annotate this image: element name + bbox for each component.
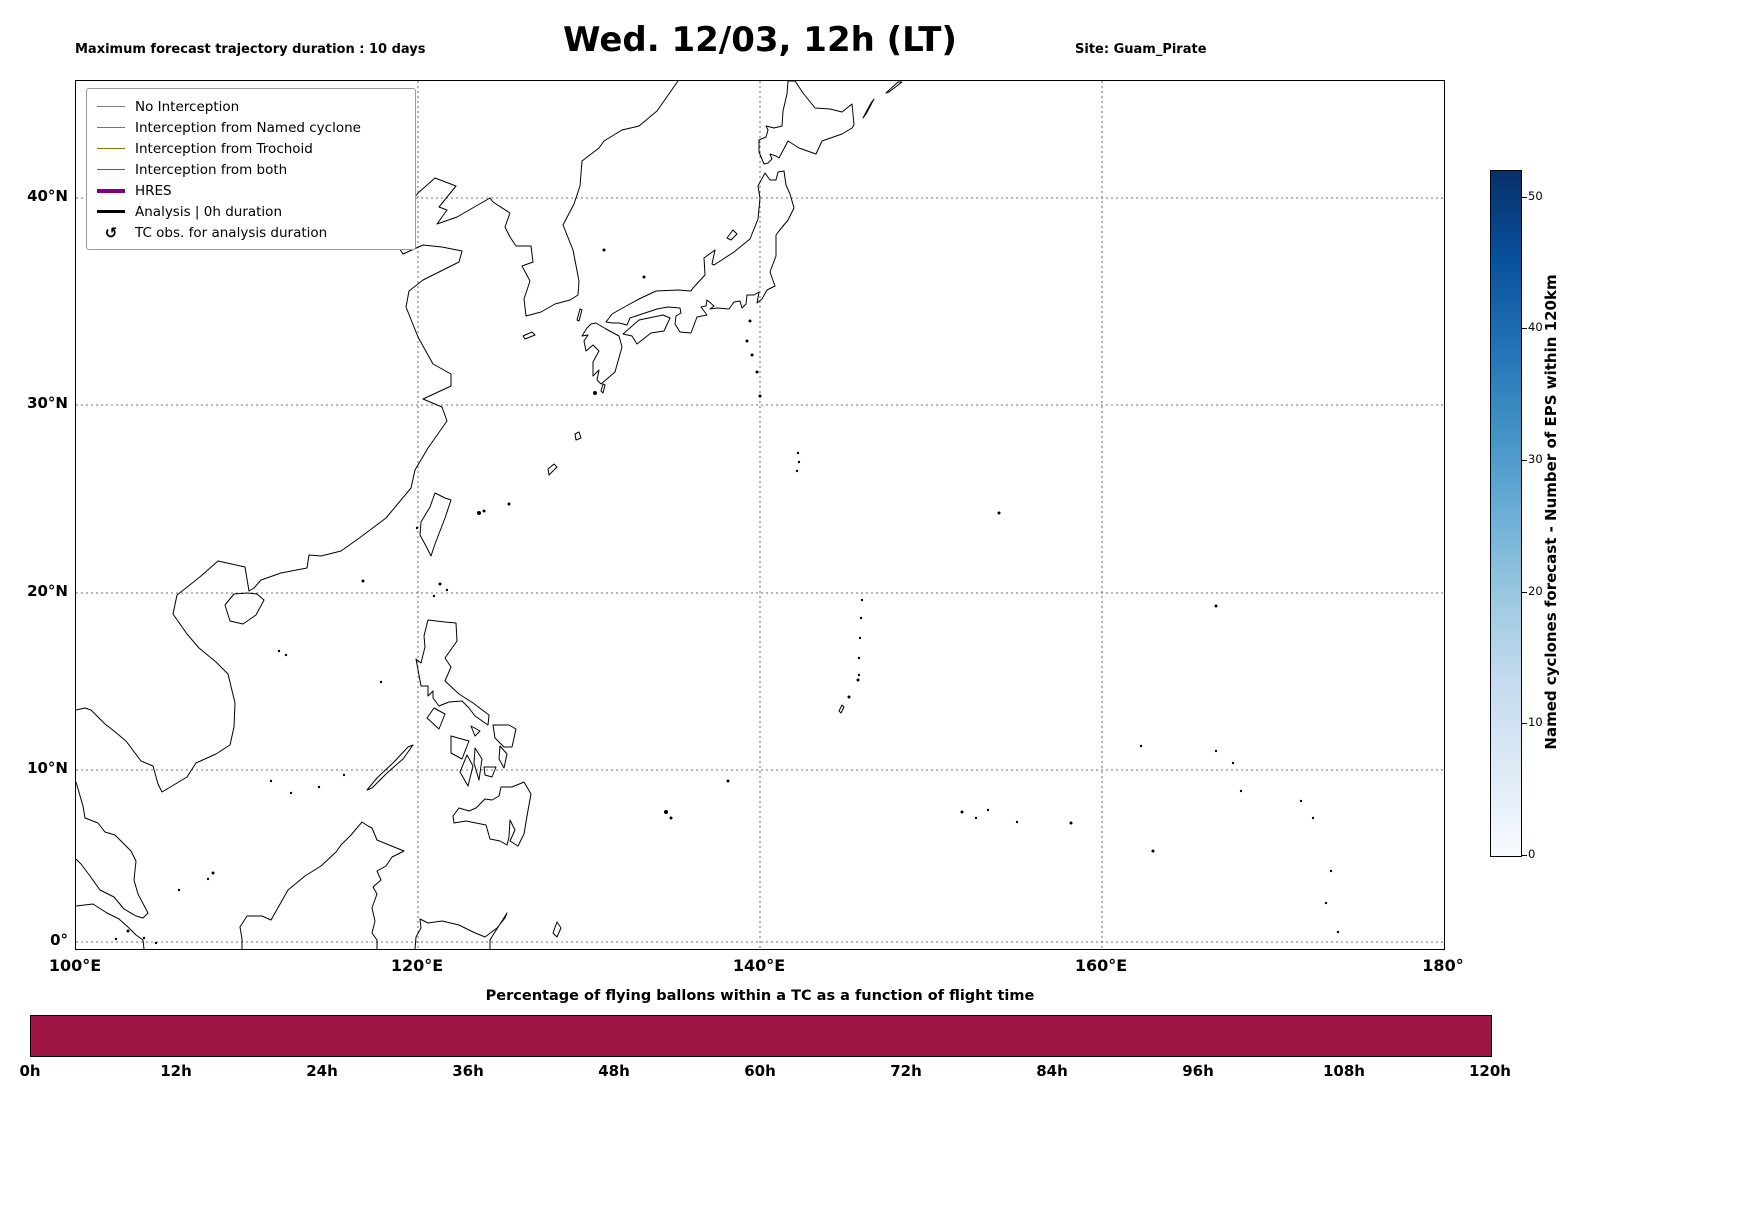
map-gridlines	[76, 81, 1444, 949]
no-interception-line-swatch	[97, 106, 125, 107]
colorbar-tickmark	[1521, 460, 1527, 461]
legend-item-tc-obs: ↺ TC obs. for analysis duration	[97, 222, 405, 243]
colorbar-gradient	[1490, 170, 1522, 857]
lat-tick-20n: 20°N	[27, 582, 68, 600]
legend-item-hres: HRES	[97, 180, 405, 201]
map-legend: No Interception Interception from Named …	[86, 88, 416, 250]
lon-tick-120e: 120°E	[390, 956, 444, 975]
both-line-swatch	[97, 169, 125, 170]
colorbar-tick-20: 20	[1528, 584, 1543, 598]
colorbar-label: Named cyclones forecast - Number of EPS …	[1542, 274, 1560, 750]
colorbar-tick-10: 10	[1528, 715, 1543, 729]
x-tick-96h: 96h	[1182, 1062, 1214, 1080]
lat-tick-0: 0°	[50, 931, 68, 949]
hres-line-swatch	[97, 188, 125, 193]
named-cyclone-line-swatch	[97, 127, 125, 128]
colorbar-tick-0: 0	[1528, 847, 1536, 861]
colorbar-tick-50: 50	[1528, 189, 1543, 203]
map-panel: No Interception Interception from Named …	[75, 80, 1445, 950]
legend-label: HRES	[135, 182, 172, 199]
legend-label: Analysis | 0h duration	[135, 203, 282, 220]
lon-tick-100e: 100°E	[48, 956, 102, 975]
legend-item-trochoid: Interception from Trochoid	[97, 138, 405, 159]
colorbar-tickmark	[1521, 328, 1527, 329]
colorbar-tick-30: 30	[1528, 452, 1543, 466]
lon-tick-160e: 160°E	[1074, 956, 1128, 975]
analysis-line-swatch	[97, 210, 125, 213]
x-tick-0h: 0h	[19, 1062, 41, 1080]
lat-tick-30n: 30°N	[27, 394, 68, 412]
x-tick-72h: 72h	[890, 1062, 922, 1080]
coastlines	[76, 81, 903, 949]
lat-tick-10n: 10°N	[27, 759, 68, 777]
trochoid-line-swatch	[97, 148, 125, 149]
legend-label: TC obs. for analysis duration	[135, 224, 328, 241]
legend-item-named-cyclone: Interception from Named cyclone	[97, 117, 405, 138]
tc-obs-icon: ↺	[104, 223, 118, 242]
legend-label: No Interception	[135, 98, 240, 115]
figure-title: Wed. 12/03, 12h (LT)	[563, 20, 957, 60]
legend-item-no-interception: No Interception	[97, 96, 405, 117]
island-dots	[114, 248, 1340, 945]
legend-label: Interception from both	[135, 161, 288, 178]
info-right-line1: Site: Guam_Pirate	[1075, 42, 1207, 57]
x-tick-120h: 120h	[1469, 1062, 1511, 1080]
colorbar-tickmark	[1521, 855, 1527, 856]
info-left-line1: Maximum forecast trajectory duration : 1…	[75, 42, 426, 57]
colorbar-tickmark	[1521, 723, 1527, 724]
lon-tick-180: 180°	[1422, 956, 1464, 975]
colorbar-tick-40: 40	[1528, 320, 1543, 334]
lat-tick-40n: 40°N	[27, 187, 68, 205]
x-tick-84h: 84h	[1036, 1062, 1068, 1080]
x-tick-60h: 60h	[744, 1062, 776, 1080]
legend-label: Interception from Named cyclone	[135, 119, 361, 136]
coastline-map	[76, 81, 1444, 949]
bottom-chart-title: Percentage of flying ballons within a TC…	[485, 988, 1035, 1004]
x-tick-24h: 24h	[306, 1062, 338, 1080]
lon-tick-140e: 140°E	[732, 956, 786, 975]
legend-label: Interception from Trochoid	[135, 140, 313, 157]
flight-time-bar	[30, 1015, 1492, 1057]
x-tick-48h: 48h	[598, 1062, 630, 1080]
x-tick-36h: 36h	[452, 1062, 484, 1080]
colorbar-tickmark	[1521, 592, 1527, 593]
colorbar-tickmark	[1521, 197, 1527, 198]
legend-item-analysis: Analysis | 0h duration	[97, 201, 405, 222]
legend-item-both: Interception from both	[97, 159, 405, 180]
x-tick-108h: 108h	[1323, 1062, 1365, 1080]
x-tick-12h: 12h	[160, 1062, 192, 1080]
